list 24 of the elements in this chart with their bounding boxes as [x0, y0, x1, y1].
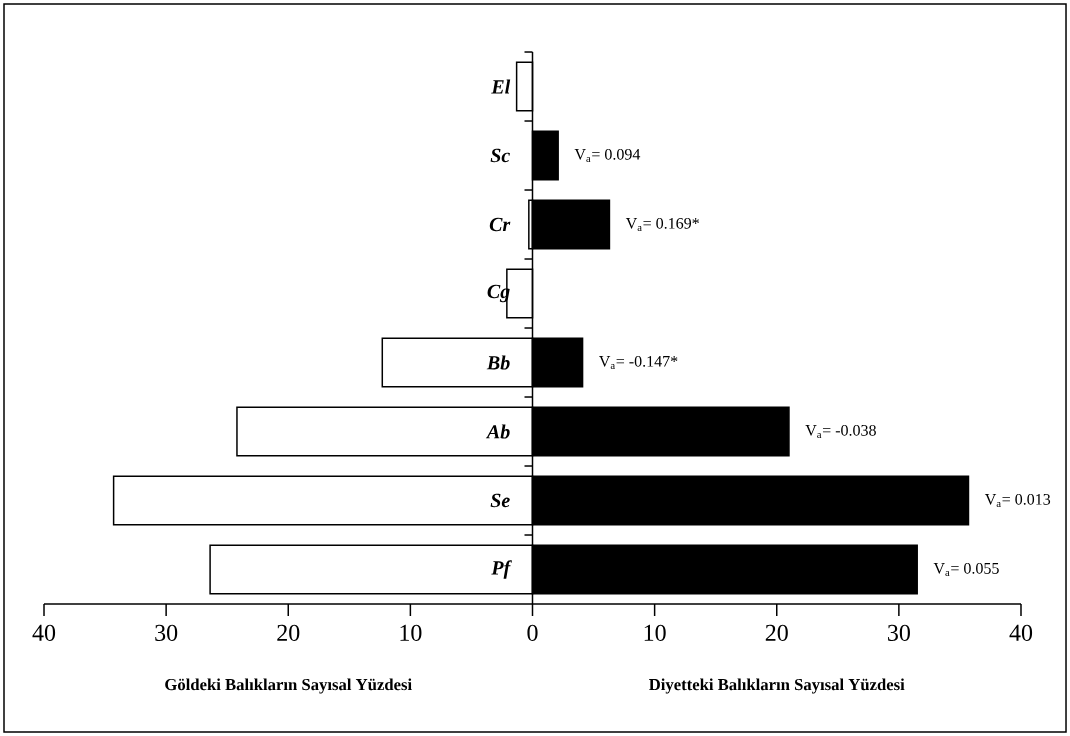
- x-tick-label: 20: [277, 624, 300, 641]
- y-tick-label: Pf: [491, 560, 512, 579]
- x-tick-label: 20: [765, 624, 788, 641]
- text: Göldeki Balıkların Sayısal Yüzdesi: [165, 678, 412, 694]
- x-tick-label: 40: [1009, 624, 1033, 641]
- annotation: V$_{a}$= -0.038: [805, 424, 876, 439]
- annotation: V$_{a}$= 0.013: [984, 493, 1051, 508]
- x-tick-label: 0: [527, 624, 538, 641]
- y-tick-label: Bb: [486, 355, 510, 370]
- y-tick-label: Cr: [489, 217, 511, 232]
- x-tick-label: 10: [644, 624, 666, 641]
- annotation: V$_{a}$= 0.169*: [625, 217, 699, 232]
- annotation: V$_{a}$= 0.094: [574, 148, 641, 163]
- y-tick-label: Se: [490, 493, 510, 508]
- x-tick-label: 10: [400, 624, 422, 641]
- annotation: V$_{a}$= -0.147*: [599, 355, 678, 370]
- x-tick-label: 40: [32, 624, 56, 641]
- y-tick-label: Ab: [485, 424, 510, 439]
- text: Diyetteki Balıkların Sayısal Yüzdesi: [649, 678, 905, 694]
- x-tick-label: 30: [888, 624, 910, 641]
- x-tick-label: 30: [155, 624, 178, 641]
- y-tick-label: Sc: [490, 148, 510, 163]
- y-tick-label: El: [491, 79, 511, 94]
- annotation: V$_{a}$= 0.055: [933, 562, 999, 577]
